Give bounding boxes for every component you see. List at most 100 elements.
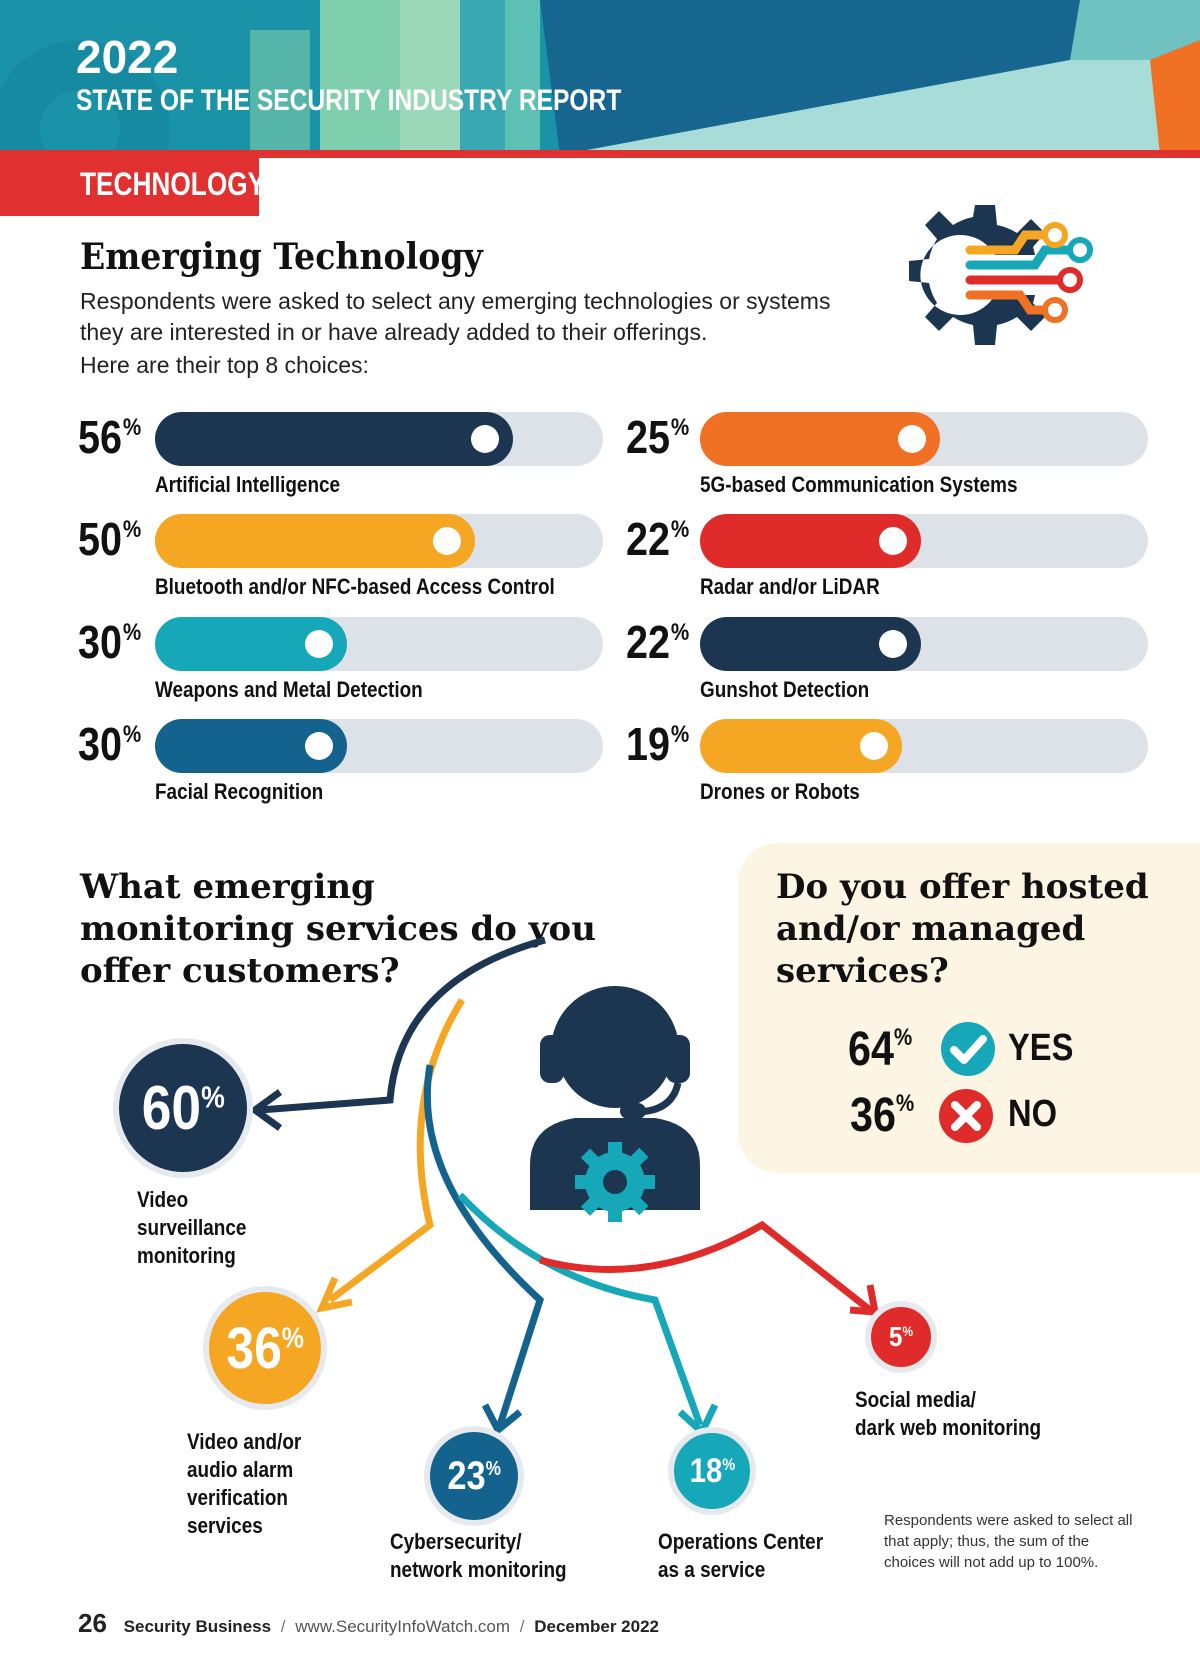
header-divider <box>0 150 1200 158</box>
bar-knob <box>859 732 888 760</box>
bar-label: 5G-based Communication Systems <box>700 472 1018 497</box>
bar-percent: 22% <box>626 513 690 565</box>
hosted-yes-row: 64% <box>848 1022 923 1077</box>
hosted-yes-label: YES <box>1008 1027 1074 1069</box>
bar-percent: 22% <box>626 616 690 668</box>
section-tab-label: TECHNOLOGY <box>80 166 266 202</box>
bar-track <box>155 412 603 466</box>
monitoring-percent-circle: 60% <box>113 1038 253 1178</box>
hosted-no-value: 36% <box>850 1089 915 1142</box>
monitoring-label: Cybersecurity/ network monitoring <box>390 1529 567 1582</box>
bar-track <box>155 617 603 671</box>
monitoring-percent: 36% <box>226 1315 304 1381</box>
monitoring-percent-number: 23 <box>447 1453 486 1498</box>
monitoring-label: Video surveillance monitoring <box>137 1187 247 1268</box>
footer-separator: / <box>519 1617 525 1636</box>
monitoring-percent-number: 36 <box>226 1315 282 1381</box>
bar-fill <box>155 617 347 671</box>
bar-label: Bluetooth and/or NFC-based Access Contro… <box>155 574 555 599</box>
monitoring-percent-circle: 18% <box>668 1427 756 1515</box>
monitoring-label: Video and/or audio alarm verification se… <box>187 1429 302 1538</box>
header-graphic <box>0 0 1200 155</box>
bar-fill <box>700 514 921 568</box>
bar-fill <box>700 412 940 466</box>
hosted-yes-number: 64 <box>848 1023 894 1076</box>
bar-percent-number: 22 <box>626 513 671 565</box>
bar-percent: 50% <box>78 513 142 565</box>
bar-label: Drones or Robots <box>700 779 860 804</box>
bar-fill <box>700 617 921 671</box>
emerging-technology-title: Emerging Technology <box>80 236 483 278</box>
bar-knob <box>305 732 333 760</box>
gear-circuit-icon <box>909 205 1093 345</box>
monitoring-percent-circle: 36% <box>203 1286 327 1410</box>
bar-fill <box>155 719 347 773</box>
bar-knob <box>305 630 333 658</box>
bar-knob <box>878 527 907 555</box>
publication-url[interactable]: www.SecurityInfoWatch.com <box>295 1617 511 1636</box>
bar-track <box>155 514 603 568</box>
monitoring-percent-circle: 23% <box>424 1426 524 1526</box>
check-icon <box>941 1022 995 1076</box>
bar-track <box>155 719 603 773</box>
monitoring-percent-circle: 5% <box>865 1301 937 1373</box>
bar-percent: 30% <box>78 718 142 770</box>
bar-percent-number: 22 <box>626 616 671 668</box>
report-year: 2022 <box>76 31 179 83</box>
monitoring-label: Social media/ dark web monitoring <box>855 1387 1042 1440</box>
hosted-no-row: 36% <box>850 1088 925 1143</box>
bar-percent-number: 30 <box>78 718 123 770</box>
report-header-banner <box>0 0 1200 155</box>
issue-date: December 2022 <box>534 1617 660 1636</box>
hosted-no-number: 36 <box>850 1089 896 1142</box>
emerging-technology-intro-top8: Here are their top 8 choices: <box>80 352 369 378</box>
bar-label: Gunshot Detection <box>700 677 870 702</box>
bar-label: Facial Recognition <box>155 779 324 804</box>
bar-track <box>700 719 1148 773</box>
bar-percent-number: 25 <box>626 411 671 463</box>
footnote: Respondents were asked to select all tha… <box>884 1512 1133 1571</box>
hosted-yes-value: 64% <box>848 1023 913 1076</box>
x-icon <box>939 1089 993 1143</box>
bar-label: Artificial Intelligence <box>155 472 341 497</box>
bar-knob <box>878 630 907 658</box>
monitoring-percent: 60% <box>141 1073 225 1143</box>
monitoring-percent-number: 18 <box>689 1451 722 1490</box>
bar-percent: 30% <box>78 616 142 668</box>
bar-fill <box>700 719 902 773</box>
hosted-question: Do you offer hosted and/or managed servi… <box>776 867 1149 991</box>
hosted-no-label: NO <box>1008 1093 1058 1135</box>
footer-separator: / <box>280 1617 286 1636</box>
bar-percent: 56% <box>78 411 142 463</box>
bar-percent-number: 30 <box>78 616 123 668</box>
bar-knob <box>898 425 926 453</box>
section-tab <box>0 150 259 216</box>
support-agent-icon <box>530 986 700 1222</box>
monitoring-percent: 18% <box>689 1451 735 1490</box>
bar-percent: 25% <box>626 411 690 463</box>
monitoring-percent-number: 60 <box>141 1073 201 1143</box>
bar-knob <box>471 425 500 453</box>
page-number: 26 <box>78 1608 107 1638</box>
monitoring-label: Operations Center as a service <box>658 1529 824 1582</box>
bar-percent-number: 56 <box>78 411 123 463</box>
bar-percent: 19% <box>626 718 690 770</box>
bar-track <box>700 412 1148 466</box>
monitoring-diagram <box>249 936 880 1438</box>
page-footer: 26 Security Business / www.SecurityInfoW… <box>78 1608 659 1639</box>
bar-track <box>700 617 1148 671</box>
bar-label: Radar and/or LiDAR <box>700 574 880 599</box>
bar-fill <box>155 412 514 466</box>
publication-name: Security Business <box>123 1617 272 1636</box>
bar-fill <box>155 514 475 568</box>
monitoring-percent: 5% <box>888 1321 914 1352</box>
monitoring-percent-number: 5 <box>888 1321 903 1352</box>
bar-label: Weapons and Metal Detection <box>155 677 423 702</box>
monitoring-question: What emerging monitoring services do you… <box>80 867 596 991</box>
bar-percent-number: 19 <box>626 718 671 770</box>
bar-percent-number: 50 <box>78 513 123 565</box>
monitoring-percent: 23% <box>447 1453 501 1498</box>
emerging-technology-intro: Respondents were asked to select any eme… <box>80 288 831 345</box>
bar-track <box>700 514 1148 568</box>
report-title: STATE OF THE SECURITY INDUSTRY REPORT <box>76 84 622 117</box>
